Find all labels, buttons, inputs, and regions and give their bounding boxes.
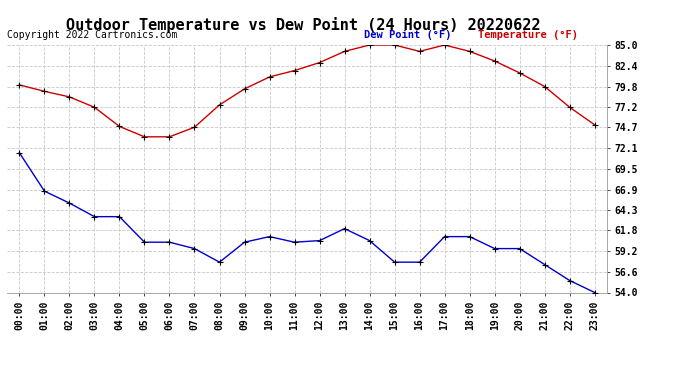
Text: Temperature (°F): Temperature (°F)	[478, 30, 578, 40]
Text: Outdoor Temperature vs Dew Point (24 Hours) 20220622: Outdoor Temperature vs Dew Point (24 Hou…	[66, 17, 541, 33]
Text: Dew Point (°F): Dew Point (°F)	[364, 30, 451, 40]
Text: Copyright 2022 Cartronics.com: Copyright 2022 Cartronics.com	[7, 30, 177, 40]
